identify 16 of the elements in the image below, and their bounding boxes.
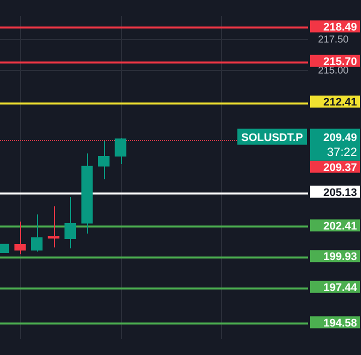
ref-line-label: 218.49 (323, 21, 357, 34)
candlestick (14, 221, 26, 255)
ref-line-label: 202.41 (323, 220, 357, 232)
ref-line-label: 205.13 (323, 186, 357, 199)
ref-line-label: 209.37 (323, 162, 357, 174)
ref-line-label: 194.58 (323, 317, 357, 330)
ref-line-label: 212.41 (323, 96, 357, 109)
text: 37:22 (326, 145, 358, 160)
text: 209.49 (323, 132, 357, 144)
ref-line-label: 197.44 (323, 282, 358, 294)
candlestick (81, 152, 93, 234)
annotation: SOLUSDT.P (241, 132, 303, 144)
y-tick-label: 215.00 (318, 65, 350, 76)
ref-line-label: 199.93 (323, 251, 357, 264)
ref-line-label: 215.70 (323, 56, 357, 68)
y-tick-label: 217.50 (318, 34, 350, 46)
